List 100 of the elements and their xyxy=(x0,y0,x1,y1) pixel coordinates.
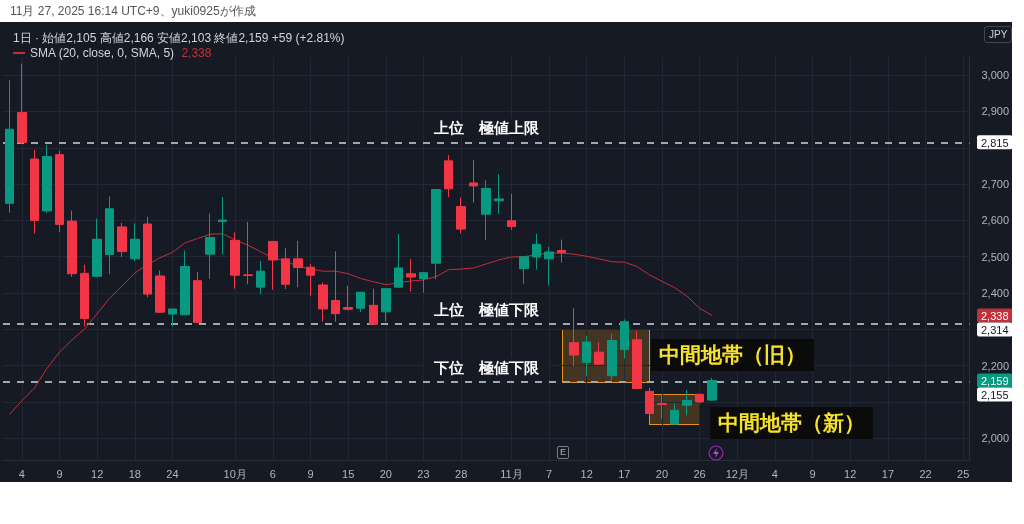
x-tick-label: 4 xyxy=(771,467,778,480)
candlestick xyxy=(343,285,353,311)
candlestick xyxy=(117,222,127,258)
candlestick xyxy=(632,330,642,390)
candlestick xyxy=(5,79,14,214)
candlestick xyxy=(318,281,328,323)
candlestick xyxy=(519,255,529,285)
candlestick xyxy=(306,263,315,297)
candlestick xyxy=(707,377,717,402)
candlestick xyxy=(481,179,491,241)
x-tick-label: 17 xyxy=(881,467,895,480)
candlestick xyxy=(17,63,27,145)
candlestick xyxy=(444,154,453,198)
candlestick xyxy=(55,150,64,233)
text: 2,155 xyxy=(981,388,1009,401)
text: 2,314 xyxy=(981,324,1009,336)
x-tick-label: 15 xyxy=(342,467,355,480)
annotation: E xyxy=(557,446,570,459)
text: 2,815 xyxy=(981,136,1009,149)
y-tick-label: 2,700 xyxy=(981,178,1009,191)
candlestick xyxy=(180,250,190,316)
x-tick-label: 7 xyxy=(545,467,553,480)
candlestick xyxy=(557,239,566,263)
y-tick-label: 2,600 xyxy=(981,214,1009,227)
y-tick-label: 2,900 xyxy=(981,105,1009,118)
annotation: 中間地帯（新） xyxy=(710,407,873,439)
x-tick-label: 24 xyxy=(166,467,179,480)
candlestick xyxy=(607,333,617,381)
candlestick xyxy=(645,387,654,416)
y-tick-label: 2,200 xyxy=(981,359,1009,372)
ref-line-label: 上位 極値下限 xyxy=(432,301,540,319)
text: 2,159 xyxy=(981,374,1009,387)
x-tick-label: 9 xyxy=(56,467,63,480)
candlestick xyxy=(256,260,265,295)
candlestick xyxy=(42,144,52,214)
legend-label: SMA (20, close, 0, SMA, 5) xyxy=(30,46,175,60)
candlestick xyxy=(331,250,340,323)
x-tick-label: 23 xyxy=(417,467,430,480)
x-tick-label: 20 xyxy=(655,467,669,480)
candlestick xyxy=(230,231,240,290)
candlestick xyxy=(268,240,278,291)
candlestick xyxy=(544,246,554,286)
candlestick xyxy=(582,335,591,377)
candlestick xyxy=(507,193,516,231)
candlestick xyxy=(143,216,152,298)
ref-line-label: 上位 極値上限 xyxy=(432,119,540,137)
x-tick-label: 9 xyxy=(809,467,816,480)
y-tick-label: 2,000 xyxy=(981,432,1009,445)
y-tick-label: 2,500 xyxy=(981,250,1009,263)
candlestick xyxy=(594,341,604,366)
candlestick xyxy=(419,271,428,294)
x-tick-label: 12 xyxy=(580,467,593,480)
candlestick xyxy=(469,159,478,204)
x-tick-label: 22 xyxy=(919,467,932,480)
candlestick xyxy=(381,287,391,323)
candlestick xyxy=(92,218,102,278)
x-tick-label: 25 xyxy=(957,467,970,480)
candlestick xyxy=(356,291,365,313)
x-tick-label: 28 xyxy=(455,467,468,480)
candlestick xyxy=(657,394,667,420)
candlestick xyxy=(394,233,403,289)
x-tick-label: 10月 xyxy=(223,467,247,480)
annotation: 2,338 xyxy=(181,46,212,60)
candlestick xyxy=(155,269,165,314)
annotation: 中間地帯（旧） xyxy=(651,339,814,371)
x-tick-label: 18 xyxy=(128,467,141,480)
x-tick-label: 12月 xyxy=(725,467,749,480)
candlestick xyxy=(369,288,378,325)
x-tick-label: 17 xyxy=(618,467,631,480)
chart-title: 1日 · 始値2,105 高値2,166 安値2,103 終値2,159 +59 (+2.81%) xyxy=(13,31,345,45)
candlestick xyxy=(30,149,39,234)
candlestick xyxy=(406,258,416,293)
candlestick xyxy=(80,264,89,327)
y-tick-label: 2,400 xyxy=(981,286,1009,299)
candlestick xyxy=(569,307,579,367)
candlestick xyxy=(682,389,692,416)
candlestick xyxy=(130,222,140,262)
x-tick-label: 12 xyxy=(91,467,104,480)
candlestick xyxy=(431,188,441,280)
candlestick xyxy=(281,247,290,290)
x-tick-label: 6 xyxy=(269,467,276,480)
candlestick xyxy=(695,393,704,404)
candlestick xyxy=(293,240,303,288)
x-tick-label: 26 xyxy=(693,467,706,480)
candlestick xyxy=(205,212,215,280)
candlestick xyxy=(168,308,177,327)
candlestick xyxy=(670,402,679,425)
x-tick-label: 9 xyxy=(307,467,314,480)
y-tick-label: 3,000 xyxy=(981,69,1009,82)
text: JPY xyxy=(984,26,1013,43)
candlestick xyxy=(532,233,541,270)
x-tick-label: 4 xyxy=(18,467,25,480)
text: 2,338 xyxy=(981,310,1009,322)
candlestick xyxy=(620,318,629,360)
candlestick xyxy=(105,195,114,275)
x-tick-label: 20 xyxy=(379,467,392,480)
candlestick xyxy=(67,210,77,278)
x-tick-label: 12 xyxy=(844,467,857,480)
candlestick xyxy=(243,221,253,285)
candlestick xyxy=(456,197,466,234)
